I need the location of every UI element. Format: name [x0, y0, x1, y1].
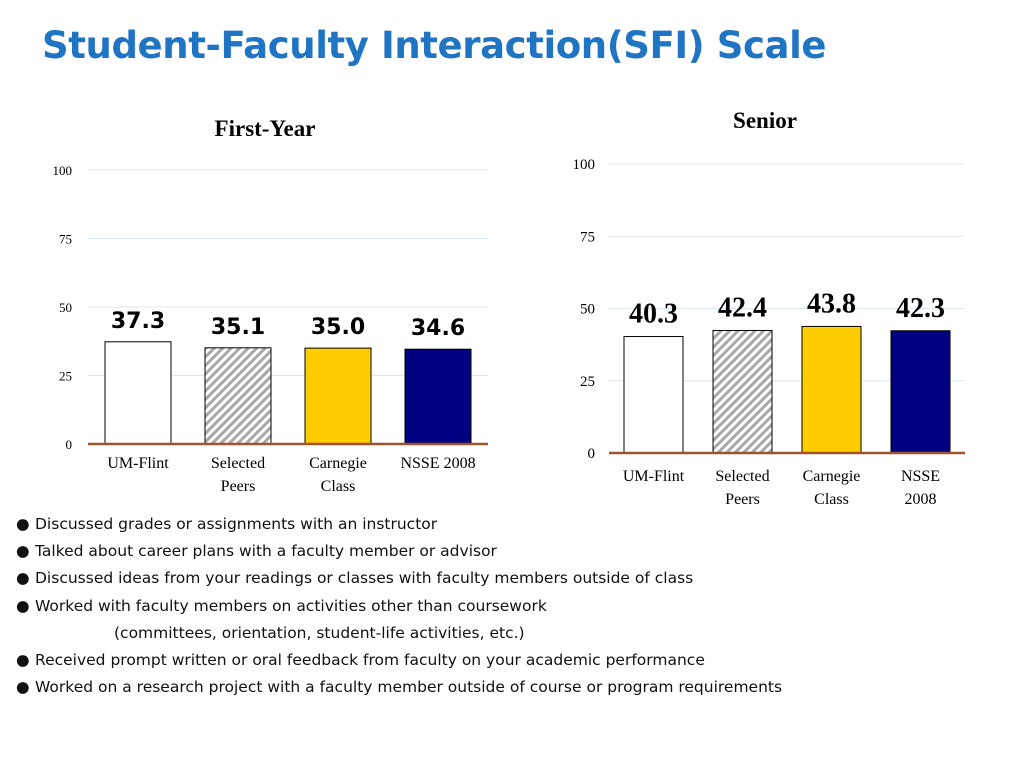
- bullet-icon: ●: [16, 650, 30, 669]
- y-tick-label: 100: [53, 163, 73, 178]
- y-tick-label: 75: [580, 229, 595, 245]
- x-category-label: Carnegie: [309, 455, 367, 472]
- y-tick-label: 0: [66, 437, 73, 452]
- sfi-item-text: Worked on a research project with a facu…: [35, 678, 783, 697]
- x-category-label: UM-Flint: [107, 455, 169, 472]
- sfi-item-text: Discussed ideas from your readings or cl…: [35, 569, 694, 588]
- bullet-icon: ●: [16, 569, 30, 588]
- sfi-item: ● Worked on a research project with a fac…: [16, 674, 782, 701]
- data-label: 40.3: [629, 299, 678, 330]
- bullet-icon: ●: [16, 515, 30, 533]
- page-title: Student-Faculty Interaction(SFI) Scale: [42, 24, 827, 67]
- bar-nsse-2008: [890, 330, 951, 454]
- bar-um-flint: [623, 336, 684, 454]
- sfi-item-text: Talked about career plans with a faculty…: [35, 542, 497, 561]
- sfi-item: ● Discussed ideas from your readings or c…: [16, 565, 782, 592]
- bar-selected-peers: [712, 329, 773, 454]
- y-tick-label: 100: [573, 157, 596, 173]
- x-category-label: 2008: [905, 491, 937, 508]
- bar-nsse-2008: [404, 348, 472, 445]
- y-tick-label: 25: [580, 374, 595, 390]
- x-category-label: Class: [321, 478, 356, 495]
- data-label: 35.1: [211, 315, 265, 340]
- sfi-item: ● Talked about career plans with a facult…: [16, 538, 782, 565]
- bar-um-flint: [104, 341, 172, 445]
- y-tick-label: 50: [59, 300, 72, 315]
- x-category-label: NSSE: [901, 468, 940, 485]
- sfi-item: ● Discussed grades or assignments with an…: [16, 511, 782, 538]
- bar-carnegie-class: [304, 347, 372, 445]
- y-tick-label: 75: [59, 232, 72, 247]
- sfi-item-text: (committees, orientation, student-life a…: [114, 623, 525, 642]
- sfi-item: ● Received prompt written or oral feedbac…: [16, 647, 782, 674]
- x-category-label: Class: [814, 491, 849, 508]
- x-category-label: NSSE 2008: [400, 455, 475, 472]
- sfi-item-text: Discussed grades or assignments with an …: [35, 515, 438, 533]
- x-category-label: Peers: [221, 478, 256, 495]
- data-label: 43.8: [807, 288, 856, 319]
- first-year-chart: First-Year 0 25 50 75 100 37.3 UM-Flint 35.1 Sele…: [42, 94, 488, 506]
- y-tick-label: 50: [580, 302, 595, 318]
- senior-chart: Senior 0 25 50 75 100 40.3 UM-Flint 42.4 Selected…: [565, 86, 965, 510]
- sfi-item-text: Worked with faculty members on activitie…: [35, 596, 547, 615]
- chart-title: First-Year: [215, 116, 316, 141]
- x-category-label: Selected: [715, 468, 769, 485]
- x-category-label: Carnegie: [803, 468, 861, 485]
- bullet-icon: ●: [16, 596, 30, 615]
- first-year-chart-svg: First-Year 0 25 50 75 100 37.3 UM-Flint 35.1 Sele…: [53, 116, 488, 495]
- sfi-item: ● Worked with faculty members on activiti…: [16, 593, 782, 620]
- bullet-icon: ●: [16, 542, 30, 561]
- data-label: 42.3: [896, 293, 945, 324]
- sfi-item-list: ● Discussed grades or assignments with an…: [16, 511, 782, 701]
- y-tick-label: 25: [59, 369, 72, 384]
- data-label: 34.6: [411, 316, 465, 341]
- bullet-icon: ●: [16, 678, 30, 697]
- bar-selected-peers: [204, 347, 272, 445]
- x-category-label: Peers: [725, 491, 760, 508]
- data-label: 35.0: [311, 315, 365, 340]
- senior-chart-svg: Senior 0 25 50 75 100 40.3 UM-Flint 42.4 Selected…: [573, 108, 965, 508]
- y-tick-label: 0: [588, 446, 596, 462]
- sfi-item-continuation: (committees, orientation, student-life a…: [16, 620, 782, 647]
- data-label: 42.4: [718, 292, 767, 323]
- chart-title: Senior: [733, 108, 797, 133]
- bar-carnegie-class: [801, 325, 862, 454]
- sfi-item-text: Received prompt written or oral feedback…: [35, 650, 705, 669]
- x-category-label: Selected: [211, 455, 265, 472]
- x-category-label: UM-Flint: [623, 468, 685, 485]
- data-label: 37.3: [111, 309, 165, 334]
